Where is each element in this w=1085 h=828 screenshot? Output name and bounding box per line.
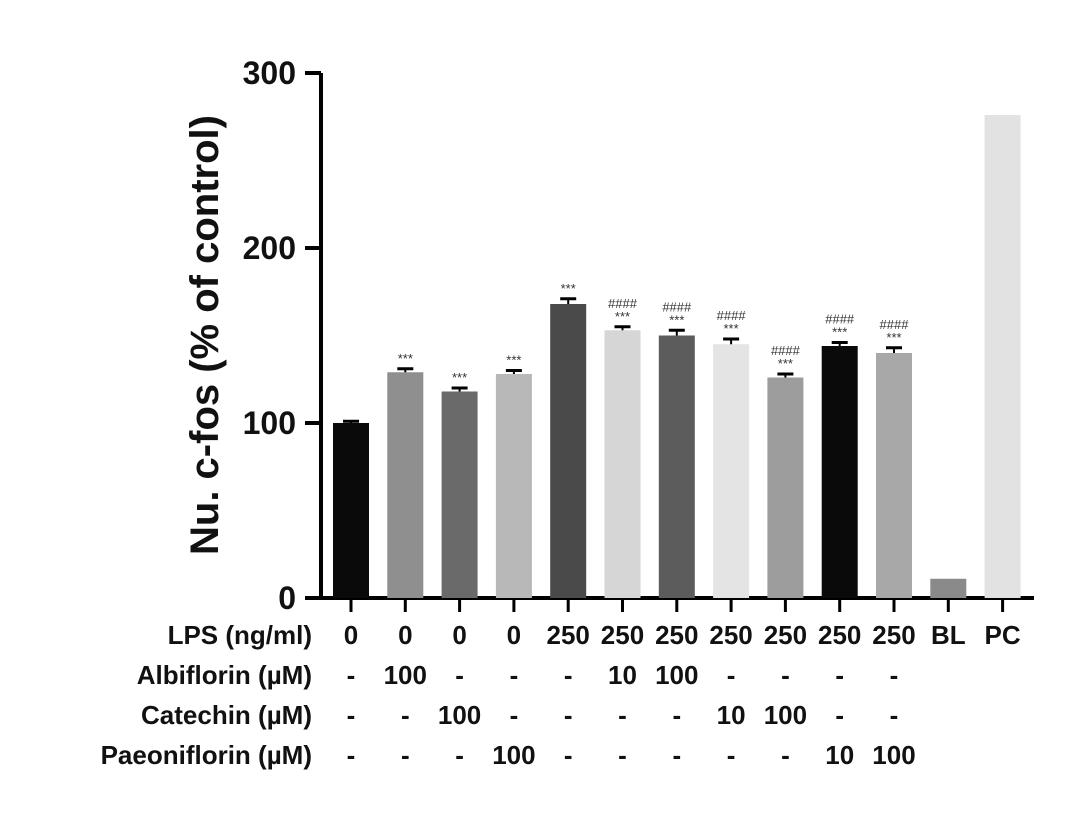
condition-cell: 250 — [872, 620, 915, 650]
condition-cell: 250 — [601, 620, 644, 650]
condition-cell: 0 — [344, 620, 358, 650]
y-axis-label: Nu. c-fos (% of control) — [183, 115, 227, 555]
condition-row-label: Catechin (µM) — [141, 700, 312, 730]
condition-row-label: Paeoniflorin (µM) — [101, 740, 312, 770]
condition-cell: 10 — [717, 700, 746, 730]
significance-label: *** — [669, 312, 684, 327]
significance-label: *** — [832, 325, 847, 340]
condition-cell: - — [781, 660, 790, 690]
condition-cell: 250 — [764, 620, 807, 650]
condition-cell: - — [455, 660, 464, 690]
condition-cell: - — [890, 700, 899, 730]
condition-cell: - — [618, 740, 627, 770]
significance-label: #### — [662, 299, 692, 314]
condition-cell: - — [672, 740, 681, 770]
condition-cell: - — [727, 660, 736, 690]
bar — [441, 391, 478, 598]
condition-cell: 100 — [655, 660, 698, 690]
condition-cell: 250 — [818, 620, 861, 650]
condition-cell: - — [781, 740, 790, 770]
condition-cell: - — [401, 700, 410, 730]
significance-label: #### — [880, 317, 910, 332]
condition-cell: - — [564, 740, 573, 770]
condition-cell: - — [347, 740, 356, 770]
significance-label: *** — [886, 330, 901, 345]
bar — [550, 304, 587, 598]
condition-cell: 0 — [398, 620, 412, 650]
condition-cell: - — [510, 660, 519, 690]
condition-cell: 0 — [507, 620, 521, 650]
condition-cell: 100 — [438, 700, 481, 730]
condition-cell: 10 — [825, 740, 854, 770]
condition-cell: 100 — [872, 740, 915, 770]
condition-cell: 250 — [655, 620, 698, 650]
condition-cell: 10 — [608, 660, 637, 690]
significance-label: *** — [615, 309, 630, 324]
condition-cell: - — [727, 740, 736, 770]
condition-cell: 100 — [764, 700, 807, 730]
bar — [333, 423, 369, 598]
condition-cell: - — [347, 700, 356, 730]
bar — [876, 353, 912, 598]
y-tick-label: 100 — [243, 405, 296, 441]
significance-label: *** — [452, 370, 467, 385]
condition-cell: - — [835, 660, 844, 690]
condition-cell: 100 — [384, 660, 427, 690]
significance-label: *** — [778, 356, 793, 371]
condition-cell: - — [510, 700, 519, 730]
significance-label: #### — [771, 343, 801, 358]
condition-cell: BL — [931, 620, 966, 650]
condition-cell: - — [347, 660, 356, 690]
bar — [387, 372, 424, 598]
condition-cell: - — [401, 740, 410, 770]
significance-label: #### — [717, 308, 747, 323]
bar — [821, 346, 858, 598]
significance-label: #### — [825, 312, 855, 327]
condition-cell: - — [618, 700, 627, 730]
bar — [713, 344, 750, 598]
condition-cell: 0 — [452, 620, 466, 650]
y-tick-label: 300 — [243, 55, 296, 91]
condition-row-label: Albiflorin (µM) — [137, 660, 312, 690]
condition-cell: - — [835, 700, 844, 730]
condition-cell: - — [564, 660, 573, 690]
condition-cell: - — [672, 700, 681, 730]
significance-label: *** — [398, 351, 413, 366]
y-tick-label: 200 — [243, 230, 296, 266]
condition-cell: - — [564, 700, 573, 730]
bar — [604, 330, 641, 598]
significance-label: #### — [608, 296, 638, 311]
bar — [984, 115, 1021, 598]
condition-cell: PC — [985, 620, 1021, 650]
condition-cell: 100 — [492, 740, 535, 770]
bar — [495, 374, 532, 598]
condition-row-label: LPS (ng/ml) — [168, 620, 312, 650]
bar — [658, 335, 695, 598]
significance-label: *** — [724, 321, 739, 336]
bar — [767, 377, 804, 598]
bar — [930, 578, 967, 598]
y-tick-label: 0 — [278, 580, 296, 616]
condition-cell: 250 — [547, 620, 590, 650]
condition-cell: - — [890, 660, 899, 690]
condition-cell: 250 — [709, 620, 752, 650]
condition-cell: - — [455, 740, 464, 770]
significance-label: *** — [506, 353, 521, 368]
significance-label: *** — [561, 281, 576, 296]
